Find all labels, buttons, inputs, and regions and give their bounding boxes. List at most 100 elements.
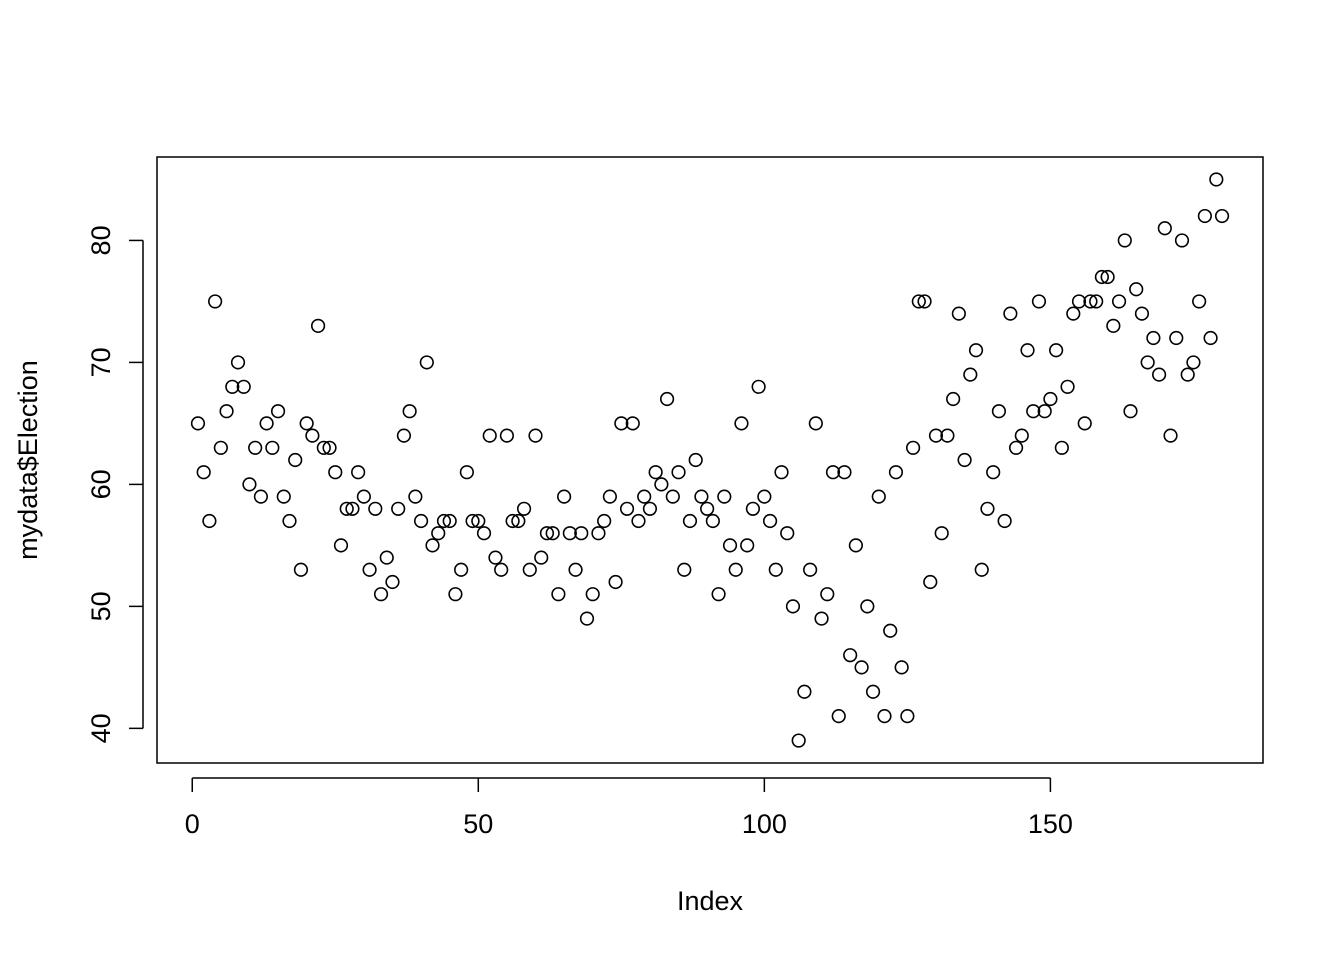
point [574,526,589,541]
point [980,501,995,516]
point [905,440,921,455]
point [734,416,749,431]
point [1106,318,1121,333]
point [448,587,463,602]
point [820,587,835,602]
point [757,489,772,504]
y-tick-label: 60 [86,469,116,499]
point [396,428,412,443]
point [648,465,663,480]
point [585,587,600,602]
point [608,574,623,590]
point [711,587,726,602]
point [402,404,417,419]
point [196,465,211,480]
point [534,550,549,565]
point [997,513,1012,529]
point [253,489,268,504]
x-tick-label: 100 [742,809,787,839]
point [442,513,457,529]
point [276,489,291,504]
point [511,513,526,529]
point [368,501,383,516]
point [705,513,720,529]
point [808,416,823,431]
point [494,562,509,577]
point [928,428,944,443]
point [425,538,440,553]
point [877,709,892,724]
point [1197,208,1212,224]
point [373,587,389,602]
point [631,513,646,529]
point [339,501,354,516]
point [528,428,543,443]
point [682,513,698,529]
point [717,489,732,504]
point [1026,404,1041,419]
point [568,562,583,577]
point [625,416,640,431]
point [270,404,286,419]
point [248,440,263,455]
point [911,294,926,309]
point [1071,294,1087,309]
point [591,526,606,541]
point [619,501,635,516]
point [282,513,297,529]
point [190,416,206,431]
point [1140,355,1155,370]
point [1146,330,1161,346]
point [1192,294,1207,309]
point [762,513,778,529]
point [1020,343,1035,358]
point [202,513,217,529]
point [316,440,331,455]
point [288,452,303,468]
point [1157,221,1172,236]
y-axis-label: mydata$Election [13,360,43,560]
point [986,465,1001,480]
point [230,355,246,370]
y-tick-label: 70 [86,347,116,377]
point [408,489,423,504]
point [854,660,869,675]
point [419,355,434,370]
point [888,465,904,480]
point [848,538,863,553]
point [539,526,555,541]
point [1083,294,1098,309]
point [351,465,366,480]
point [465,513,480,529]
point [637,489,652,504]
point [1014,428,1029,443]
point [545,526,560,541]
point [305,428,320,443]
point [963,367,978,382]
point [476,526,492,541]
point [505,513,520,529]
point [436,513,452,529]
point [579,611,595,626]
point [1129,282,1144,297]
point [293,562,309,577]
point [700,501,715,516]
point [242,477,257,492]
point [551,587,566,602]
point [236,379,251,394]
point [974,562,989,577]
point [768,562,783,577]
point [522,562,537,577]
point [614,416,629,431]
point [1134,306,1150,321]
point [488,550,503,565]
point [1008,440,1024,455]
point [557,489,572,504]
point [1169,330,1184,346]
point [1089,294,1104,309]
point [345,501,360,516]
point [459,465,474,480]
point [1111,294,1127,309]
point [311,318,326,333]
point [1049,343,1064,358]
